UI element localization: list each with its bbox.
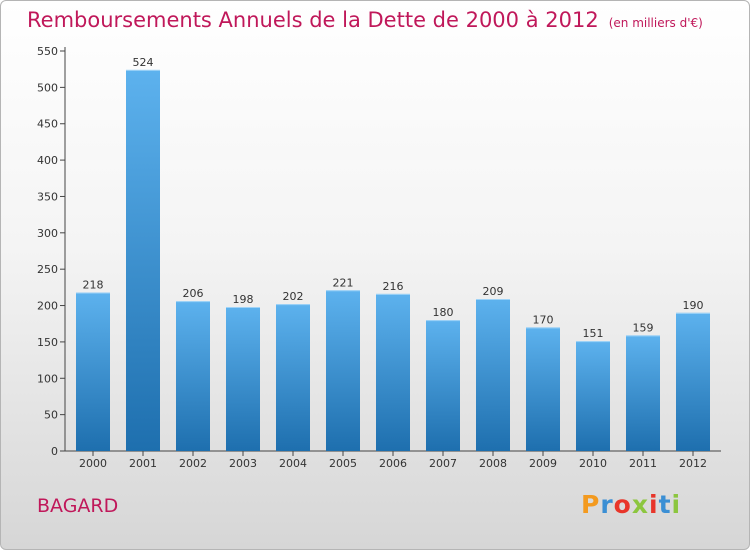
bar — [476, 299, 510, 451]
data-label: 151 — [583, 327, 604, 340]
logo-letter: P — [581, 490, 601, 519]
bar — [376, 293, 410, 451]
x-tick-label: 2011 — [629, 457, 657, 470]
data-label: 159 — [633, 321, 654, 334]
data-label: 198 — [233, 293, 254, 306]
x-tick-label: 2010 — [579, 457, 607, 470]
y-tick-label: 150 — [37, 336, 58, 349]
data-label: 206 — [183, 287, 204, 300]
x-tick-label: 2012 — [679, 457, 707, 470]
bar — [576, 341, 610, 451]
y-tick-label: 250 — [37, 263, 58, 276]
x-tick-label: 2002 — [179, 457, 207, 470]
data-label: 209 — [483, 285, 504, 298]
data-label: 524 — [133, 56, 154, 69]
x-tick-label: 2009 — [529, 457, 557, 470]
x-tick-label: 2000 — [79, 457, 107, 470]
bar — [126, 69, 160, 451]
logo-letter: r — [600, 490, 614, 519]
bar — [526, 327, 560, 451]
x-tick-label: 2005 — [329, 457, 357, 470]
data-label: 218 — [83, 278, 104, 291]
logo-letter: i — [671, 490, 682, 519]
commune-name: BAGARD — [37, 495, 119, 517]
chart-title: Remboursements Annuels de la Dette de 20… — [27, 8, 703, 32]
bar — [226, 307, 260, 451]
bar — [426, 320, 460, 451]
chart-axes: 0 50 100 150 200 250 300 350 400 450 500 550 2000 200… — [37, 45, 721, 470]
bar — [676, 312, 710, 451]
y-tick-label: 350 — [37, 190, 58, 203]
chart-title-text: Remboursements Annuels de la Dette de 20… — [27, 8, 599, 32]
y-tick-label: 50 — [44, 409, 58, 422]
y-tick-label: 400 — [37, 154, 58, 167]
logo-letter: i — [649, 490, 659, 519]
bar — [326, 290, 360, 451]
data-label: 202 — [283, 290, 304, 303]
x-tick-label: 2004 — [279, 457, 307, 470]
x-tick-label: 2001 — [129, 457, 157, 470]
x-tick-label: 2006 — [379, 457, 407, 470]
bar — [176, 301, 210, 451]
data-label: 170 — [533, 313, 554, 326]
chart-bars: 218 524 206 198 202 221 216 180 209 170 151 159 190 — [76, 56, 710, 451]
logo-letter: x — [631, 490, 649, 519]
y-tick-label: 100 — [37, 372, 58, 385]
y-tick-label: 300 — [37, 227, 58, 240]
data-label: 216 — [383, 280, 404, 293]
y-tick-label: 550 — [37, 45, 58, 58]
bar — [76, 292, 110, 451]
proxiti-logo: Proxiti — [581, 490, 681, 519]
data-label: 180 — [433, 306, 454, 319]
logo-letter: o — [613, 490, 632, 519]
y-tick-label: 200 — [37, 300, 58, 313]
y-tick-label: 500 — [37, 81, 58, 94]
bar — [626, 335, 660, 451]
x-tick-label: 2003 — [229, 457, 257, 470]
bar — [276, 304, 310, 451]
logo-letter: t — [658, 490, 672, 519]
x-tick-label: 2008 — [479, 457, 507, 470]
data-label: 221 — [333, 276, 354, 289]
chart-unit: (en milliers d'€) — [608, 16, 703, 30]
x-tick-label: 2007 — [429, 457, 457, 470]
y-tick-label: 450 — [37, 118, 58, 131]
data-label: 190 — [683, 299, 704, 312]
y-tick-label: 0 — [51, 445, 58, 458]
